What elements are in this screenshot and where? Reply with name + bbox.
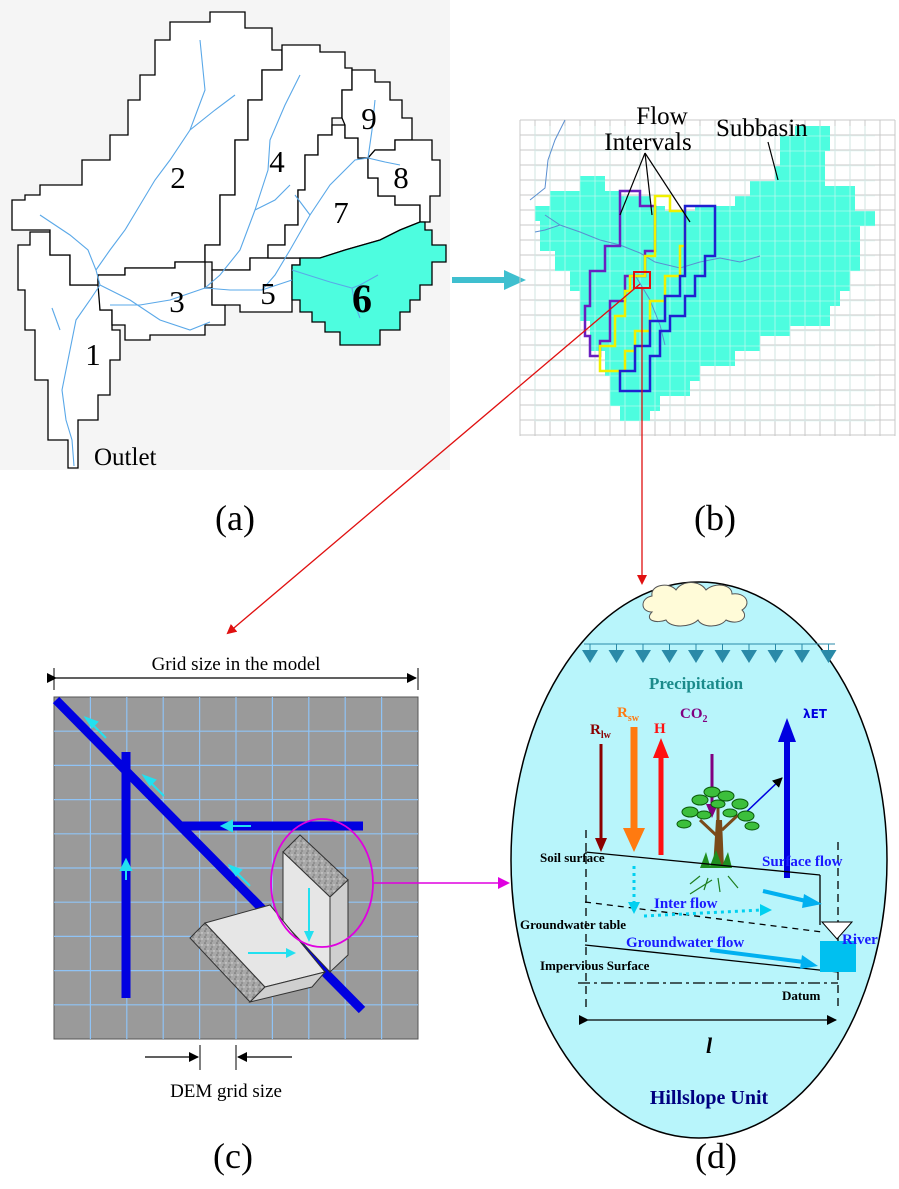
- length-label: l: [706, 1033, 713, 1058]
- grid-size-label: Grid size in the model: [152, 654, 321, 675]
- co2-label: CO2: [680, 706, 708, 725]
- datum-label: Datum: [782, 988, 820, 1003]
- hillslope-unit-label: Hillslope Unit: [650, 1087, 769, 1109]
- rain-arrow-head: [741, 650, 757, 663]
- panel-b-grid-map: Flow Intervals Subbasin: [519, 103, 896, 436]
- r-sw-label: Rsw: [617, 705, 640, 724]
- r-lw-label: Rlw: [590, 722, 612, 741]
- rain-arrow-head: [794, 650, 810, 663]
- subbasin-5-label: 5: [260, 276, 276, 311]
- subbasin-6-highlight: [291, 221, 447, 346]
- stream-network: [39, 39, 401, 467]
- subbasin-3-label: 3: [169, 284, 185, 319]
- zoom-pointers: [226, 283, 647, 635]
- rain-arrow-head: [635, 650, 651, 663]
- water-level-marker: [820, 921, 854, 940]
- subbasin-2-label: 2: [170, 160, 186, 195]
- flow-intervals-label-line1: Flow: [636, 103, 687, 130]
- rain-arrow-head: [767, 650, 784, 663]
- cloud-icon: [642, 582, 748, 627]
- caption-c: (c): [213, 1136, 253, 1176]
- outlet-label: Outlet: [94, 444, 157, 471]
- caption-a: (a): [215, 498, 255, 538]
- subbasin-4-label: 4: [269, 144, 285, 179]
- flow-direction-arrows: [83, 716, 251, 887]
- river-label: River: [842, 932, 878, 948]
- flow-intervals-label-line2: Intervals: [604, 129, 691, 156]
- subbasin-7-label: 7: [333, 195, 349, 230]
- flow-interval-yellow: [598, 194, 687, 373]
- panel-b-grid-overlay: [534, 126, 875, 422]
- caption-d: (d): [695, 1136, 737, 1176]
- hillslope-block-horizontal: [189, 904, 327, 1003]
- subbasin-8-label: 8: [393, 160, 409, 195]
- subsurface-flow-arrows: [628, 866, 822, 969]
- hillslope-ellipse: [510, 581, 888, 1139]
- rain-arrow-head: [688, 650, 704, 663]
- dem-grid-size-label: DEM grid size: [170, 1081, 282, 1102]
- arrow-a-to-b: [452, 270, 526, 290]
- inter-flow-label: Inter flow: [654, 896, 718, 912]
- energy-flux-arrows: [595, 718, 796, 878]
- hillslope-highlight-circle: [270, 818, 374, 948]
- label-leader-lines: [619, 141, 779, 223]
- subbasin-8-outline: [367, 139, 441, 223]
- impervious-surface-label: Impervious Surface: [540, 958, 650, 973]
- surface-flow-label: Surface flow: [762, 854, 843, 870]
- flow-interval-blue: [618, 204, 717, 393]
- panel-d-hillslope-unit: Precipitation Rlw Rsw H CO2 λET: [510, 581, 888, 1139]
- groundwater-table-label: Groundwater table: [520, 917, 626, 932]
- river-box: [820, 941, 856, 972]
- subbasin-9-label: 9: [361, 101, 377, 136]
- subbasin-label: Subbasin: [716, 115, 808, 142]
- precipitation-label: Precipitation: [649, 674, 744, 693]
- h-label: H: [654, 721, 666, 737]
- rain-arrow-head: [714, 650, 731, 663]
- soil-surface-label: Soil surface: [540, 850, 605, 865]
- rain-arrow-head: [661, 650, 678, 663]
- caption-b: (b): [694, 498, 736, 538]
- rain-arrows: [582, 643, 837, 663]
- subbasin-6-label: 6: [352, 276, 372, 321]
- groundwater-flow-label: Groundwater flow: [626, 935, 744, 951]
- rain-arrow-head: [608, 650, 625, 663]
- panel-c-dem-grid: Grid size in the model: [47, 654, 419, 1102]
- panel-a-watershed-map: 1 2 3 4 5 7 8 9 6 Outlet: [0, 0, 450, 471]
- subbasin-1-label: 1: [85, 337, 101, 372]
- rain-arrow-head: [582, 650, 598, 663]
- rain-arrow-head: [820, 650, 837, 663]
- let-label: λET: [803, 707, 828, 721]
